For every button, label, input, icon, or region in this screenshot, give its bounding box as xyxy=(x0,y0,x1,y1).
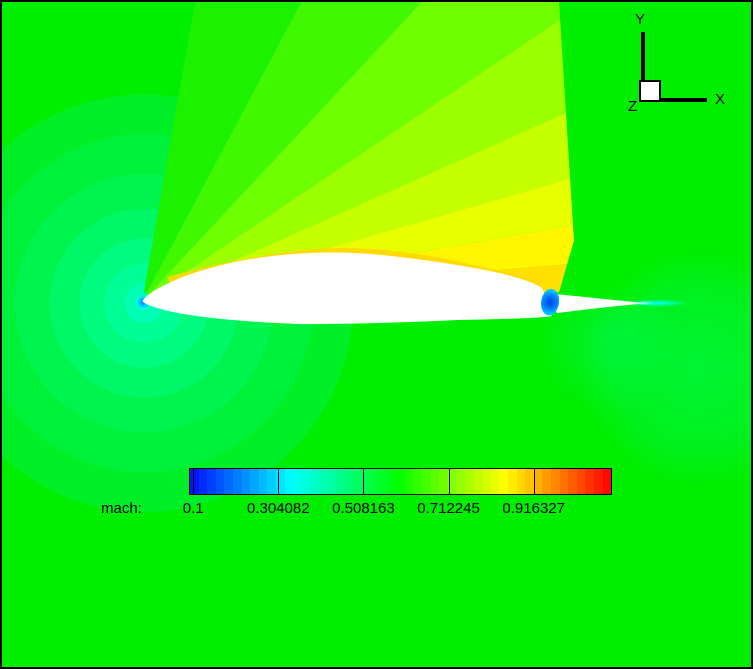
slot-low-mach-blob xyxy=(541,288,560,316)
wake-core xyxy=(632,300,657,306)
y-axis-line xyxy=(641,32,645,100)
x-axis-line xyxy=(641,98,707,102)
z-axis-label: Z xyxy=(628,98,638,115)
airfoil-flap-element xyxy=(553,294,648,314)
airfoil-main-element xyxy=(142,252,553,325)
te-lower-patch xyxy=(539,300,699,420)
x-axis-label: X xyxy=(715,91,726,108)
origin-square xyxy=(639,80,661,102)
y-axis-label: Y xyxy=(635,11,646,28)
